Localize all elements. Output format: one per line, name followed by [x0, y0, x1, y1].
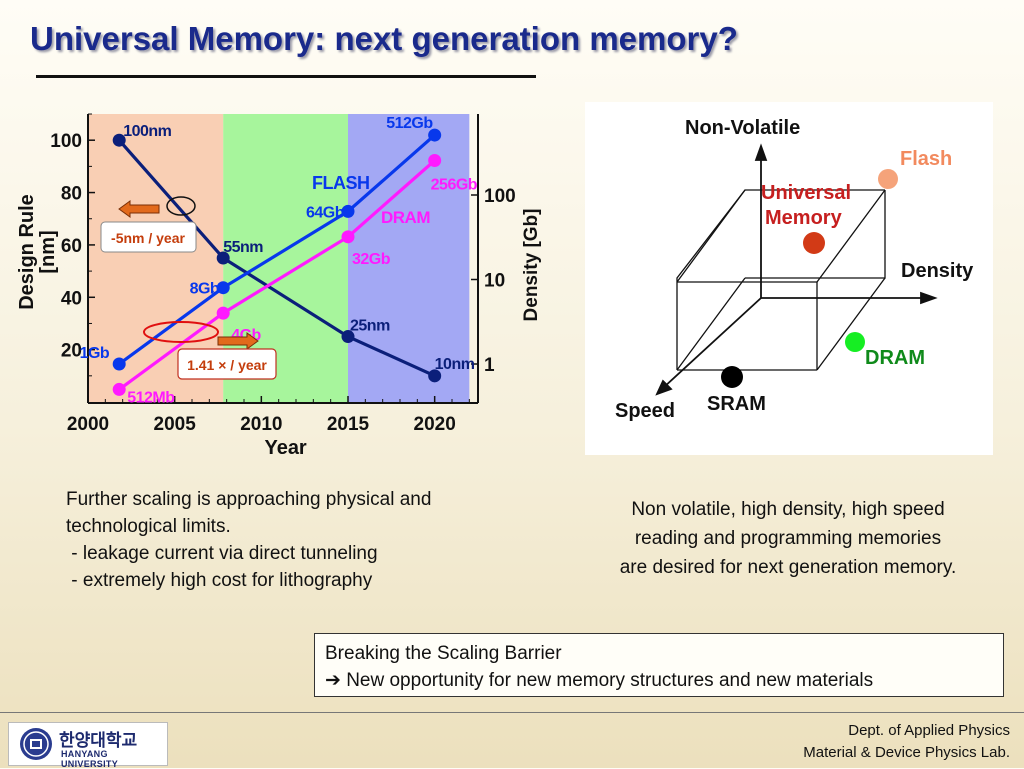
footer-credit: Dept. of Applied Physics Material & Devi…	[803, 720, 1010, 764]
scaling-text-bullet: - leakage current via direct tunneling	[66, 543, 378, 564]
scaling-text-bullet: - extremely high cost for lithography	[66, 570, 373, 591]
y-tick-label-left: 60	[61, 236, 82, 257]
dram-point	[845, 332, 865, 352]
universal-memory-point	[803, 232, 825, 254]
sram-point-label: SRAM	[707, 393, 766, 415]
requirements-text-line: are desired for next generation memory.	[619, 557, 957, 578]
university-seal-icon	[20, 728, 52, 760]
series-name-flash: FLASH	[312, 173, 370, 193]
data-label-dram: 512Mb	[127, 389, 175, 406]
diagram-axes	[655, 143, 938, 396]
data-label-design_rule: 100nm	[123, 123, 171, 140]
y-tick-label-left: 80	[61, 184, 82, 205]
trend-highlight-ellipse	[166, 196, 196, 216]
data-label-dram: 256Gb	[431, 177, 478, 194]
annotation-design-rule-rate: -5nm / year	[111, 230, 185, 246]
scaling-limits-text: Further scaling is approaching physical …	[66, 486, 431, 594]
flash-point	[878, 169, 898, 189]
data-point-design_rule	[341, 330, 355, 344]
page-title: Universal Memory: next generation memory…	[30, 20, 738, 57]
density-highlight-ellipse	[143, 321, 219, 343]
y-tick-label-left: 40	[61, 288, 82, 309]
series-line-flash	[118, 133, 436, 366]
axis-label-density: Density	[901, 260, 974, 282]
right-arrow-icon	[217, 332, 259, 350]
y-tick-label-right: 100	[484, 186, 516, 207]
logo-english-name: HANYANG UNIVERSITY	[61, 749, 119, 769]
y-axis-title-right: Density [Gb]	[521, 209, 542, 322]
left-arrow-icon	[118, 200, 160, 218]
data-label-flash: 64Gb	[306, 204, 345, 221]
data-point-dram	[428, 154, 442, 168]
scaling-text-line: technological limits.	[66, 516, 231, 537]
data-point-design_rule	[216, 251, 230, 265]
annotation-density-rate: 1.41 × / year	[187, 357, 267, 373]
data-point-dram	[341, 230, 355, 244]
data-point-flash	[216, 281, 230, 295]
y-tick-label-right: 10	[484, 271, 505, 292]
callout-body: ➔ New opportunity for new memory structu…	[325, 667, 993, 694]
series-line-dram	[118, 159, 436, 391]
x-tick-label: 2015	[327, 414, 370, 435]
data-label-dram: 32Gb	[352, 251, 391, 268]
data-label-design_rule: 25nm	[350, 318, 390, 335]
scaling-barrier-callout: Breaking the Scaling Barrier ➔ New oppor…	[314, 633, 1004, 697]
scaling-chart: 2000 2005 2010 2015 202020406080100110100Yea…	[16, 113, 542, 459]
data-point-design_rule	[112, 133, 126, 147]
data-point-flash	[341, 204, 355, 218]
x-axis-title: Year	[264, 437, 306, 459]
axis-label-non-volatile: Non-Volatile	[685, 117, 800, 139]
y-axis-title-left: Design Rule	[16, 194, 38, 310]
y-tick-label-left: 100	[50, 131, 82, 152]
requirements-text: Non volatile, high density, high speed r…	[578, 495, 998, 582]
x-tick-label: 2005	[154, 414, 197, 435]
data-label-design_rule: 10nm	[435, 356, 475, 373]
data-point-dram	[112, 382, 126, 396]
x-tick-label: 2020	[414, 414, 456, 435]
footer-department: Dept. of Applied Physics	[848, 722, 1010, 739]
universal-memory-label-line1: Universal	[761, 182, 851, 204]
data-label-design_rule: 55nm	[223, 239, 263, 256]
right-arrow-icon: ➔	[325, 670, 341, 691]
dram-point-label: DRAM	[865, 347, 925, 369]
data-point-flash	[428, 128, 442, 142]
series-name-dram: DRAM	[381, 208, 430, 227]
x-tick-label: 2010	[240, 414, 282, 435]
x-tick-label: 2000	[67, 414, 109, 435]
callout-body-text: New opportunity for new memory structure…	[346, 670, 874, 691]
annotation-box-density	[177, 348, 277, 380]
data-label-flash: 1Gb	[80, 345, 110, 362]
y-axis-title-left-unit: [nm]	[37, 230, 59, 273]
diagram-frame	[676, 189, 886, 371]
data-point-design_rule	[428, 369, 442, 383]
data-label-flash: 8Gb	[190, 281, 220, 298]
flash-point-label: Flash	[900, 148, 952, 170]
memory-3d-diagram: Non-Volatile Density Speed Flash Univers…	[585, 102, 993, 455]
data-label-flash: 512Gb	[386, 115, 433, 132]
universal-memory-label-line2: Memory	[765, 207, 843, 229]
scaling-text-line: Further scaling is approaching physical …	[66, 489, 432, 510]
data-point-dram	[216, 306, 230, 320]
hanyang-logo: 한양대학교 HANYANG UNIVERSITY	[8, 722, 168, 769]
y-tick-label-right: 1	[484, 355, 495, 376]
footer-divider	[0, 712, 1024, 713]
y-tick-label-left: 20	[61, 341, 82, 362]
requirements-text-line: reading and programming memories	[634, 528, 942, 549]
axis-label-speed: Speed	[615, 400, 675, 422]
annotation-box-design-rule	[100, 221, 197, 253]
band-future	[348, 114, 470, 403]
data-point-flash	[112, 357, 126, 371]
footer-lab: Material & Device Physics Lab.	[803, 744, 1010, 761]
title-underline	[36, 75, 536, 78]
logo-korean-name: 한양대학교	[59, 731, 138, 751]
callout-heading: Breaking the Scaling Barrier	[325, 643, 562, 664]
requirements-text-line: Non volatile, high density, high speed	[631, 499, 945, 520]
sram-point	[721, 366, 743, 388]
